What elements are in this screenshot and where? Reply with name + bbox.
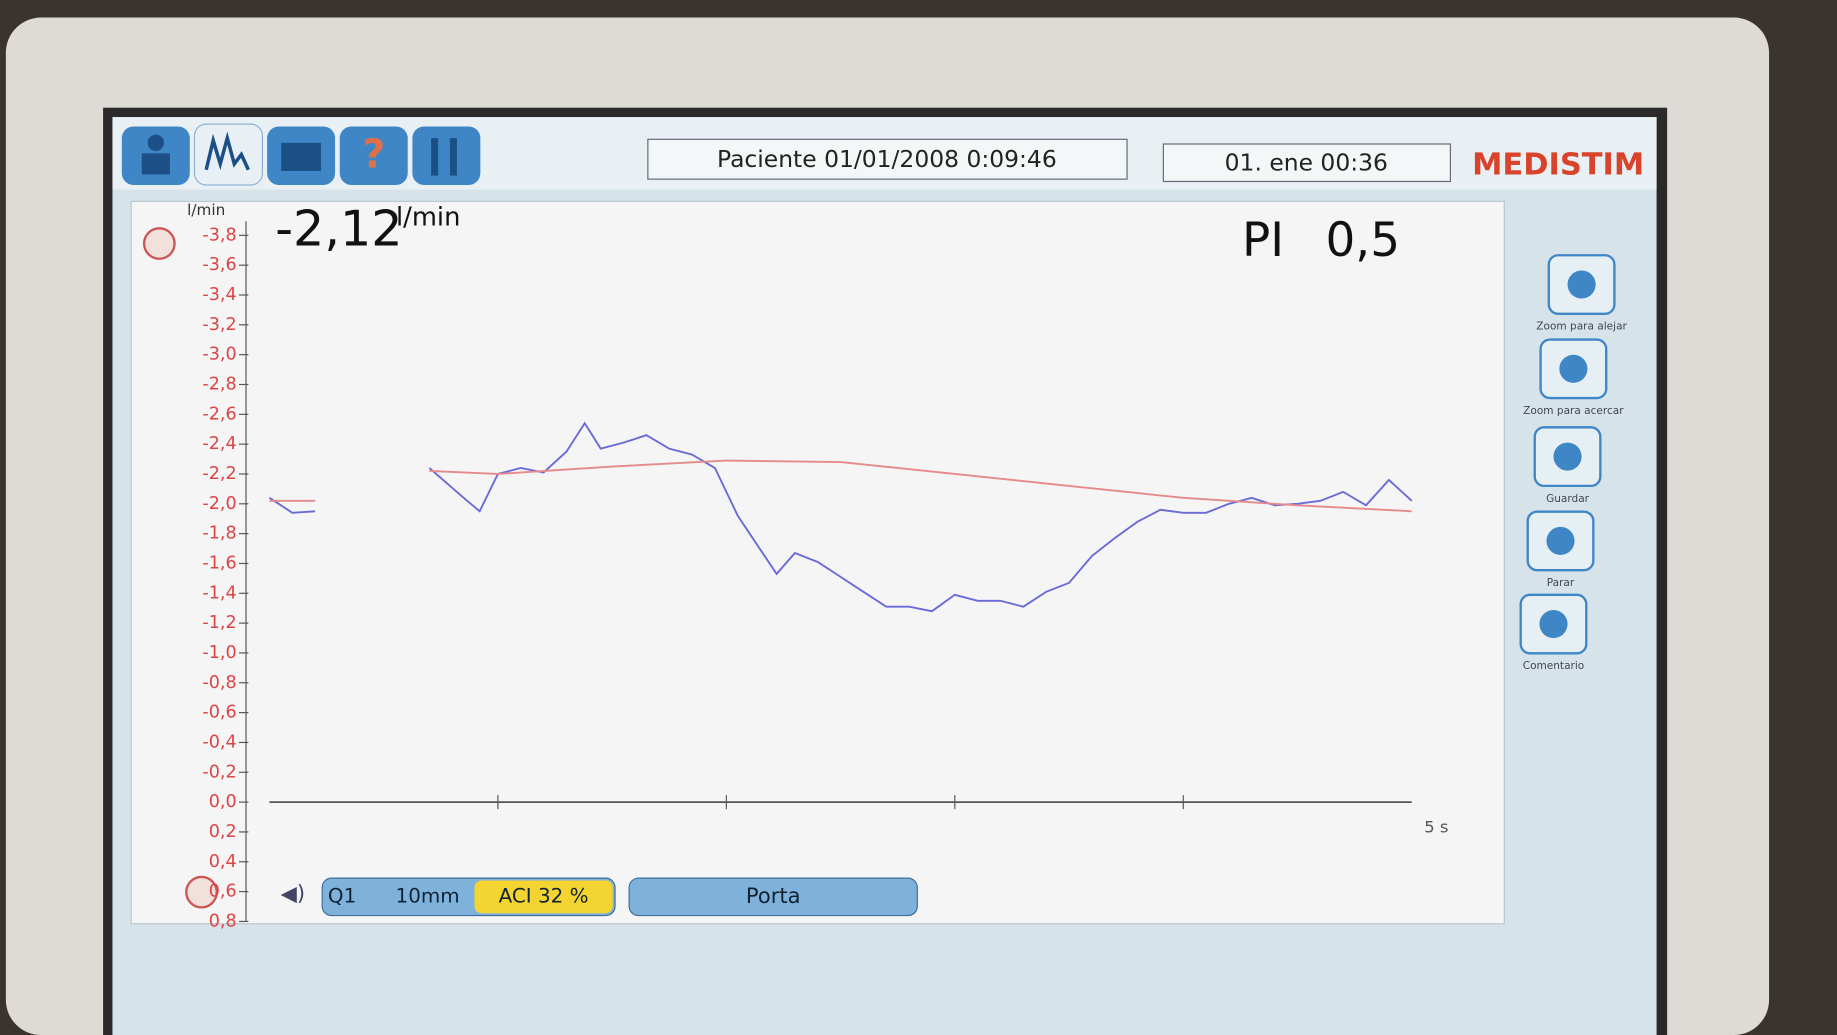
y-tick-label: -3,2	[202, 315, 236, 335]
aci: ACI 32 %	[499, 884, 589, 907]
page: ? Paciente 01/01/2008 0:09:46 01. ene 00…	[0, 0, 1837, 1035]
icon	[431, 138, 438, 175]
icon	[148, 135, 164, 151]
y-tick-label: -0,6	[202, 703, 236, 723]
y-tick-label: -1,2	[202, 613, 236, 633]
probe: Q1	[328, 884, 356, 907]
side-button-label: Zoom para alejar	[1536, 321, 1627, 333]
probe-size: 10mm	[396, 884, 460, 907]
tab-settings[interactable]	[412, 126, 480, 185]
y-tick-label: -3,4	[202, 285, 236, 305]
icon	[1539, 610, 1567, 638]
monitor-photo: ? Paciente 01/01/2008 0:09:46 01. ene 00…	[0, 0, 1837, 1035]
y-unit: l/min	[187, 201, 225, 219]
y-tick-label: -1,8	[202, 524, 236, 544]
y-tick-label: -0,4	[202, 732, 236, 752]
patient-info: Paciente 01/01/2008 0:09:46	[717, 145, 1057, 173]
icon	[142, 153, 170, 174]
y-tick-label: 0,6	[209, 882, 237, 902]
tab-waveform[interactable]	[194, 124, 262, 185]
y-tick-label: 0,4	[209, 852, 237, 872]
y-tick-label: -3,0	[202, 345, 236, 365]
vessel: Porta	[746, 883, 801, 908]
y-tick-label: -2,4	[202, 434, 236, 454]
y-tick-label: -2,0	[202, 494, 236, 514]
y-tick-label: -2,6	[202, 404, 236, 424]
reading: -2,12	[275, 199, 402, 257]
tabs: ?	[122, 124, 480, 185]
y-tick-label: 0,8	[209, 911, 237, 931]
y-tick-label: -0,8	[202, 673, 236, 693]
pi-label: PI	[1242, 214, 1284, 268]
side-button-label: Comentario	[1523, 660, 1585, 672]
pi-value: 0,5	[1326, 214, 1401, 268]
y-tick-label: 0,2	[209, 822, 237, 842]
side-button-label: Parar	[1547, 577, 1575, 589]
side-button-label: Guardar	[1546, 493, 1590, 505]
scale-up-button[interactable]	[144, 228, 174, 258]
icon	[1559, 355, 1587, 383]
icon	[450, 138, 457, 175]
icon	[1546, 527, 1574, 555]
y-tick-label: -3,8	[202, 225, 236, 245]
y-tick-label: -0,2	[202, 762, 236, 782]
icon	[1553, 443, 1581, 471]
reading-unit: l/min	[396, 202, 460, 232]
icon	[281, 143, 321, 171]
side-button-label: Zoom para acercar	[1523, 405, 1624, 417]
clock: 01. ene 00:36	[1225, 148, 1388, 176]
brand: MEDISTIM	[1472, 148, 1644, 183]
y-tick-label: -1,6	[202, 553, 236, 573]
y-tick-label: -1,0	[202, 643, 236, 663]
sound-icon[interactable]: ◀)	[281, 881, 305, 906]
y-tick-label: -1,4	[202, 583, 236, 603]
icon	[1568, 270, 1596, 298]
y-tick-label: -2,2	[202, 464, 236, 484]
y-tick-label: 0,0	[209, 792, 237, 812]
y-tick-label: -2,8	[202, 374, 236, 394]
y-tick-label: -3,6	[202, 255, 236, 275]
icon: ?	[362, 131, 385, 177]
x-label: 5 s	[1424, 817, 1448, 836]
